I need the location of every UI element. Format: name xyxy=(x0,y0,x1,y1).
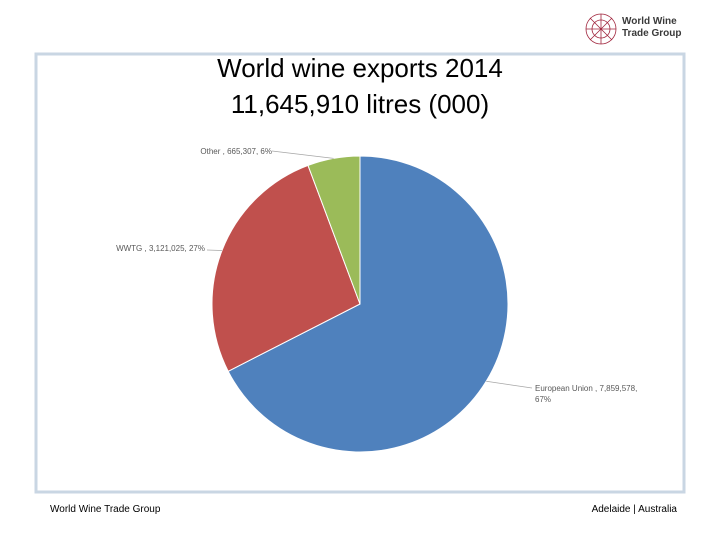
footer-right: Adelaide | Australia xyxy=(591,504,677,515)
leader-line xyxy=(486,380,533,389)
pie-slice xyxy=(211,164,361,372)
logo-line: World Wine xyxy=(622,16,677,27)
pie-slice xyxy=(227,155,509,453)
logo-mark xyxy=(585,13,617,45)
footer-left: World Wine Trade Group xyxy=(50,504,161,515)
logo-line: Trade Group xyxy=(622,28,682,39)
data-label: European Union , 7,859,578, 67% xyxy=(535,384,638,404)
chart-subtitle: 11,645,910 litres (000) xyxy=(230,89,490,119)
logo-text: World Wine Trade Group xyxy=(622,16,681,40)
chart-title: World wine exports 2014 xyxy=(217,53,503,83)
leader-line xyxy=(271,150,334,159)
data-label: WWTG , 3,121,025, 27% xyxy=(116,244,205,253)
frame xyxy=(34,52,686,494)
data-label: Other , 665,307, 6% xyxy=(200,147,272,156)
